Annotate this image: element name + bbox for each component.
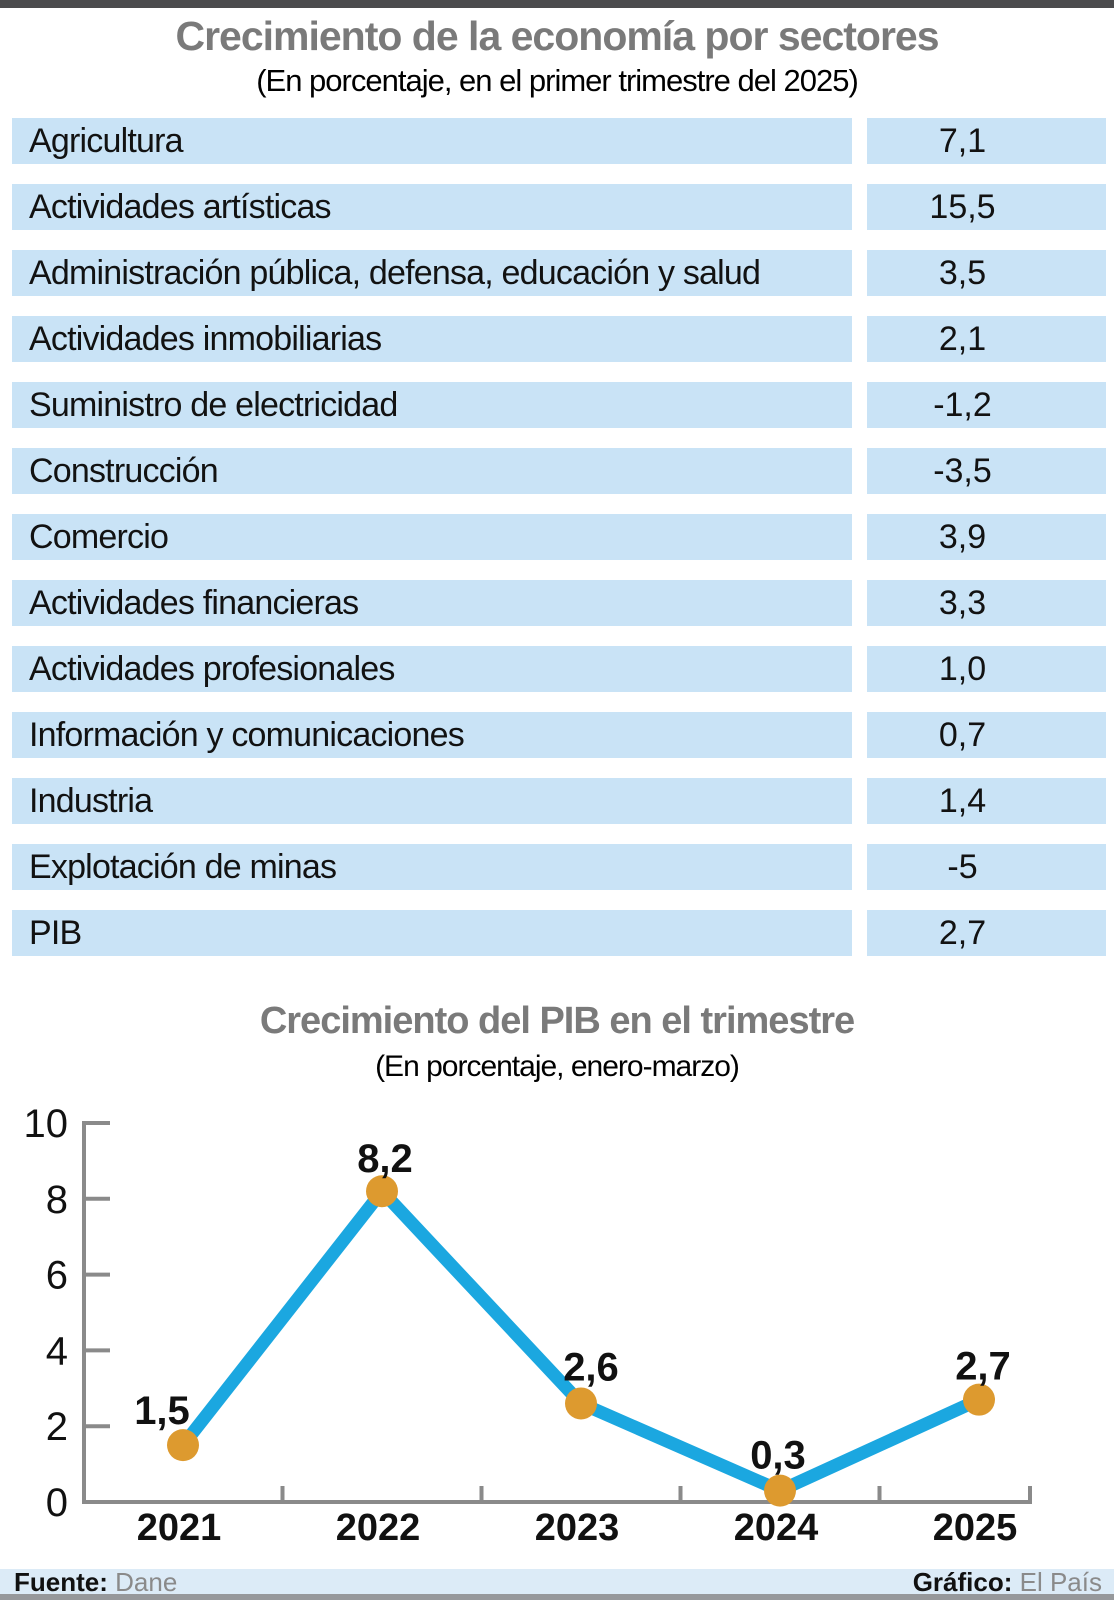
- svg-text:8: 8: [46, 1178, 68, 1222]
- graphic-credit: Gráfico: El País: [913, 1569, 1102, 1595]
- sector-label: Actividades financieras: [12, 580, 852, 626]
- table-row: Comercio 3,9: [0, 514, 1114, 560]
- sector-value: 3,3: [867, 580, 1106, 626]
- sector-value: 2,7: [867, 910, 1106, 956]
- data-label: 1,5: [134, 1389, 190, 1433]
- sector-label: Agricultura: [12, 118, 852, 164]
- svg-text:6: 6: [46, 1254, 68, 1298]
- data-label: 0,3: [750, 1434, 806, 1478]
- sector-value: 3,9: [867, 514, 1106, 560]
- table-row: Información y comunicaciones 0,7: [0, 712, 1114, 758]
- chart-subtitle: (En porcentaje, enero-marzo): [375, 1050, 740, 1083]
- table-row: Suministro de electricidad -1,2: [0, 382, 1114, 428]
- table-row: Agricultura 7,1: [0, 118, 1114, 164]
- sector-value: -5: [867, 844, 1106, 890]
- table-row: Construcción -3,5: [0, 448, 1114, 494]
- table-row: Industria 1,4: [0, 778, 1114, 824]
- sector-value: 15,5: [867, 184, 1106, 230]
- source-label: Fuente:: [14, 1567, 108, 1597]
- sector-label: Administración pública, defensa, educaci…: [12, 250, 852, 296]
- table-row: Actividades financieras 3,3: [0, 580, 1114, 626]
- sector-label: Explotación de minas: [12, 844, 852, 890]
- sector-label: Actividades artísticas: [12, 184, 852, 230]
- svg-text:2: 2: [46, 1405, 68, 1449]
- sector-value: -1,2: [867, 382, 1106, 428]
- source-credit: Fuente: Dane: [14, 1569, 177, 1595]
- sector-label: Construcción: [12, 448, 852, 494]
- source-value: Dane: [115, 1567, 178, 1597]
- svg-text:10: 10: [24, 1102, 69, 1146]
- sector-label: Comercio: [12, 514, 852, 560]
- sector-value: 3,5: [867, 250, 1106, 296]
- sector-label: Información y comunicaciones: [12, 712, 852, 758]
- footer-bar: Fuente: Dane Gráfico: El País: [0, 1569, 1114, 1595]
- credit-value: El País: [1019, 1567, 1102, 1597]
- table-row: Explotación de minas -5: [0, 844, 1114, 890]
- top-border-bar: [0, 0, 1114, 8]
- x-tick-label: 2022: [336, 1507, 421, 1549]
- credit-label: Gráfico:: [912, 1567, 1013, 1597]
- data-label: 2,6: [563, 1345, 619, 1389]
- sector-label: PIB: [12, 910, 852, 956]
- table-row: PIB 2,7: [0, 910, 1114, 956]
- svg-text:4: 4: [46, 1329, 68, 1373]
- gdp-line-chart: 0 2 4 6 8 10 1,5 2021 8,2 2022 2,6 2023 0,3 2024 2,7 20…: [24, 1102, 1032, 1549]
- table-row: Actividades artísticas 15,5: [0, 184, 1114, 230]
- sector-value: -3,5: [867, 448, 1106, 494]
- sector-value: 1,0: [867, 646, 1106, 692]
- sector-label: Actividades profesionales: [12, 646, 852, 692]
- sector-label: Industria: [12, 778, 852, 824]
- bottom-border-bar: [0, 1594, 1114, 1600]
- page-title: Crecimiento de la economía por sectores: [175, 13, 939, 59]
- table-row: Actividades profesionales 1,0: [0, 646, 1114, 692]
- data-label: 8,2: [357, 1137, 413, 1181]
- sector-label: Suministro de electricidad: [12, 382, 852, 428]
- x-tick-label: 2025: [933, 1507, 1018, 1549]
- sector-label: Actividades inmobiliarias: [12, 316, 852, 362]
- table-row: Administración pública, defensa, educaci…: [0, 250, 1114, 296]
- sector-value: 1,4: [867, 778, 1106, 824]
- x-tick-label: 2024: [734, 1507, 819, 1549]
- chart-title: Crecimiento del PIB en el trimestre: [259, 1000, 855, 1042]
- page-subtitle: (En porcentaje, en el primer trimestre d…: [256, 63, 859, 98]
- svg-text:0: 0: [46, 1481, 68, 1525]
- sector-value: 7,1: [867, 118, 1106, 164]
- data-label: 2,7: [955, 1345, 1011, 1389]
- x-tick-label: 2023: [535, 1507, 620, 1549]
- sector-value: 2,1: [867, 316, 1106, 362]
- sector-value: 0,7: [867, 712, 1106, 758]
- x-tick-label: 2021: [137, 1507, 222, 1549]
- table-row: Actividades inmobiliarias 2,1: [0, 316, 1114, 362]
